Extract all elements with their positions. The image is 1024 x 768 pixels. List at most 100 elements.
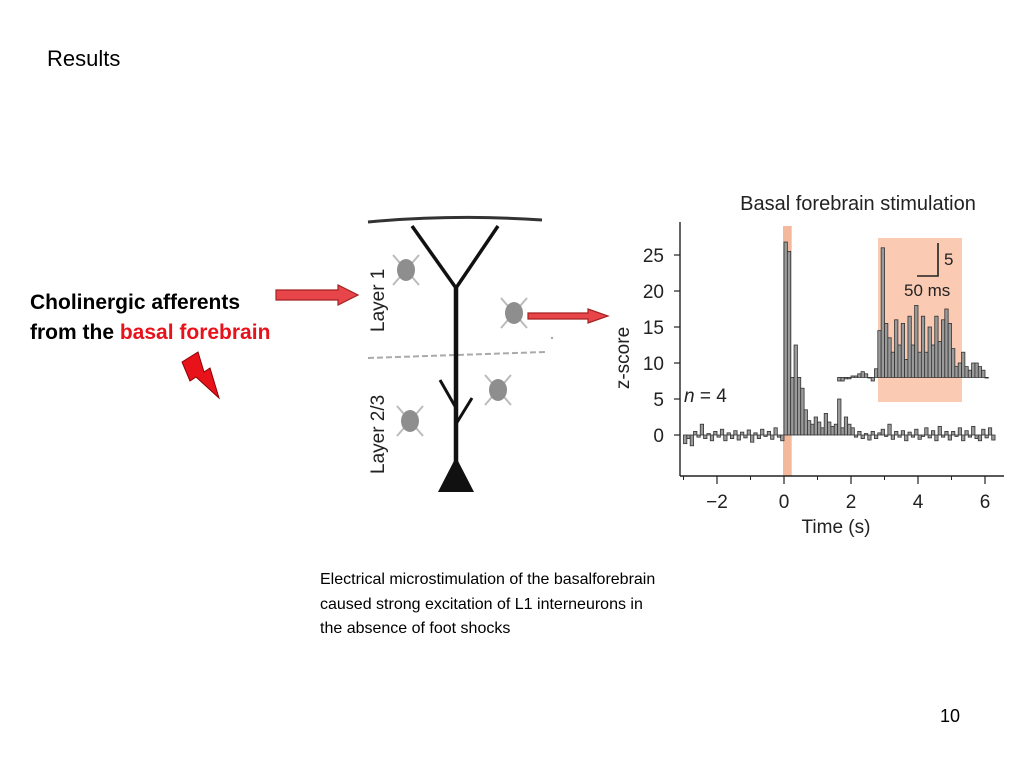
inset-histogram-bar bbox=[914, 304, 919, 378]
histogram-bar bbox=[971, 425, 976, 436]
lightning-bolt-icon bbox=[181, 351, 220, 400]
neuron-diagram: Layer 1 Layer 2/3 bbox=[367, 215, 553, 492]
histogram-bar bbox=[786, 250, 792, 436]
interneuron-l23-right bbox=[484, 374, 512, 406]
histogram-bar bbox=[683, 434, 688, 445]
histogram-bar bbox=[924, 427, 929, 436]
inset-histogram-bar bbox=[877, 330, 882, 378]
inset-histogram-bar bbox=[981, 369, 986, 378]
y-tick-label: 25 bbox=[643, 246, 664, 267]
y-tick-label: 15 bbox=[643, 318, 664, 339]
histogram-bar bbox=[987, 427, 993, 436]
x-tick-label: 0 bbox=[779, 492, 790, 513]
histogram-bar bbox=[790, 376, 795, 436]
histogram-bar bbox=[887, 423, 892, 436]
histogram-bar bbox=[716, 434, 721, 438]
histogram-bar bbox=[793, 344, 798, 436]
histogram-bar bbox=[907, 431, 912, 436]
histogram-bar bbox=[897, 434, 902, 438]
inset-histogram-bar bbox=[870, 376, 875, 382]
main-histogram-bars bbox=[683, 241, 996, 447]
histogram-bar bbox=[736, 434, 741, 441]
inset-histogram-bar bbox=[951, 348, 956, 378]
histogram-bar bbox=[833, 423, 838, 436]
inset-histogram-bar bbox=[910, 344, 916, 378]
inset-histogram-bar bbox=[840, 376, 845, 382]
histogram-bar bbox=[884, 434, 889, 437]
histogram-bar bbox=[797, 376, 802, 436]
inset-histogram-bar bbox=[857, 373, 862, 378]
inset-histogram-bar bbox=[937, 340, 942, 378]
histogram-bar bbox=[947, 434, 952, 441]
inset-histogram-bar bbox=[894, 319, 899, 378]
y-tick-label: 5 bbox=[653, 390, 664, 411]
y-tick-label: 20 bbox=[643, 282, 664, 303]
x-tick-label: 4 bbox=[913, 492, 924, 513]
y-axis-label: z-score bbox=[613, 327, 634, 389]
layer-boundary-line bbox=[367, 351, 546, 359]
inset-histogram-bar bbox=[884, 322, 889, 378]
interneuron-l1-left bbox=[392, 254, 420, 286]
histogram-bar bbox=[974, 434, 979, 439]
histogram-bar bbox=[894, 430, 899, 436]
histogram-bar bbox=[723, 434, 728, 442]
histogram-bar bbox=[864, 433, 869, 436]
inset-histogram-bar bbox=[837, 376, 842, 382]
chart-title: Basal forebrain stimulation bbox=[740, 193, 976, 215]
histogram-bar bbox=[730, 434, 735, 439]
histogram-bar bbox=[870, 430, 875, 436]
histogram-bar bbox=[880, 428, 885, 436]
histogram-bar bbox=[850, 427, 855, 436]
histogram-bar bbox=[920, 434, 926, 437]
histogram-bar bbox=[951, 430, 956, 436]
histogram-bar bbox=[931, 430, 936, 436]
inset-histogram-bar bbox=[964, 366, 969, 378]
inset-histogram-bar bbox=[880, 247, 885, 378]
x-tick-label: 2 bbox=[846, 492, 857, 513]
inset-histogram-bar bbox=[897, 344, 902, 378]
callout-line-2-prefix: from the bbox=[30, 321, 120, 344]
histogram-bar bbox=[813, 416, 818, 436]
z-score-histogram: Basal forebrain stimulation 5 50 ms 0 5 10… bbox=[613, 193, 1004, 538]
histogram-bar bbox=[783, 241, 788, 436]
inset-histogram-bar bbox=[847, 376, 852, 380]
histogram-bar bbox=[830, 425, 835, 436]
interneuron-l1-right bbox=[500, 297, 528, 329]
histogram-bar bbox=[780, 434, 785, 442]
inset-histogram-bar bbox=[904, 358, 909, 378]
page-number: 10 bbox=[940, 706, 961, 726]
histogram-bar bbox=[890, 434, 895, 440]
tiny-dot bbox=[551, 337, 553, 339]
inset-histogram-bar bbox=[944, 308, 949, 378]
x-axis-label: Time (s) bbox=[802, 517, 871, 538]
histogram-bar bbox=[860, 434, 865, 439]
histogram-bar bbox=[800, 387, 805, 436]
histogram-bar bbox=[686, 434, 691, 439]
histogram-bar bbox=[719, 428, 725, 436]
pyramidal-soma bbox=[438, 457, 474, 492]
caption-line-1: Electrical microstimulation of the basal… bbox=[320, 571, 656, 588]
chart-axes: 0 5 10 15 20 25 −2 0 2 4 6 bbox=[643, 222, 1004, 513]
inset-histogram-bar bbox=[864, 373, 869, 378]
inset-histogram-bar bbox=[971, 362, 976, 378]
inset-histogram-bar bbox=[860, 371, 865, 378]
histogram-bar bbox=[817, 421, 822, 436]
histogram-bar bbox=[773, 427, 778, 436]
inset-histogram-bar bbox=[967, 369, 972, 378]
histogram-bar bbox=[703, 434, 708, 439]
histogram-bar bbox=[977, 434, 983, 442]
callout-line-1: Cholinergic afferents bbox=[30, 291, 241, 314]
histogram-bar bbox=[699, 423, 704, 436]
oblique-dendrite-1 bbox=[438, 379, 458, 409]
inset-histogram-bars bbox=[837, 247, 989, 382]
histogram-bar bbox=[961, 434, 966, 442]
histogram-bar bbox=[964, 430, 969, 436]
histogram-bar bbox=[837, 398, 842, 436]
inset-histogram-bar bbox=[957, 362, 962, 378]
histogram-bar bbox=[853, 434, 859, 438]
y-tick-label: 10 bbox=[643, 354, 664, 375]
histogram-bar bbox=[770, 434, 775, 440]
histogram-bar bbox=[981, 428, 986, 436]
apical-tuft-left bbox=[410, 224, 458, 290]
inset-scale-bar: 5 50 ms bbox=[904, 243, 953, 300]
